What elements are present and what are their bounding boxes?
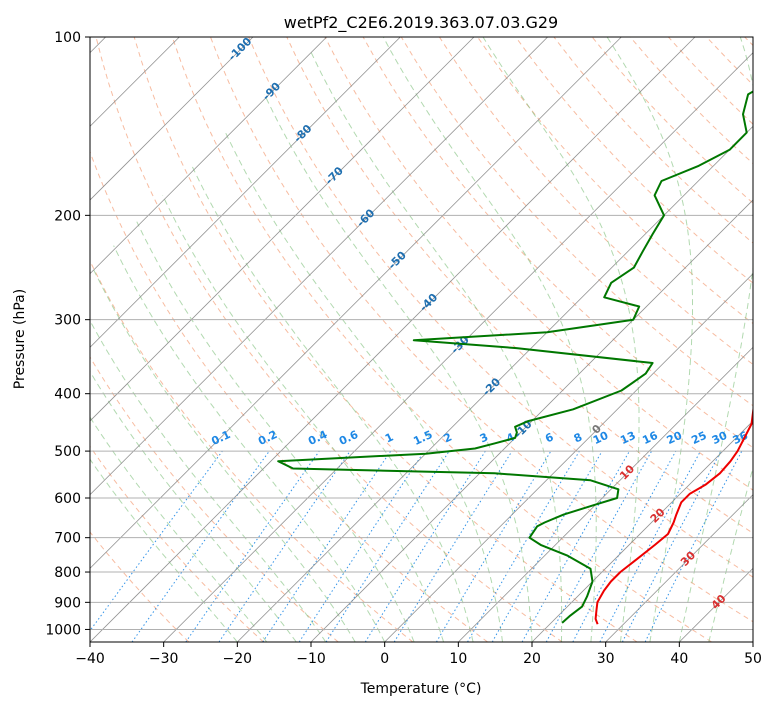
y-tick-label: 700 (54, 531, 81, 547)
x-axis: −40 −30 −20 −10 0 10 20 30 40 50 (75, 642, 762, 667)
mixing-ratio-line (218, 450, 351, 642)
x-tick-label: 0 (380, 651, 389, 667)
x-tick-label: 10 (449, 651, 467, 667)
mixing-ratio-line (521, 450, 630, 642)
isotherm (90, 37, 696, 642)
moist-adiabat (162, 195, 445, 642)
dry-adiabat (400, 37, 753, 407)
chart-title: wetPf2_C2E6.2019.363.07.03.G29 (284, 13, 558, 33)
reference-lines (90, 37, 753, 642)
dry-adiabat (90, 531, 190, 642)
moist-adiabat (90, 319, 327, 642)
y-tick-label: 800 (54, 565, 81, 581)
mixing-ratio-line (644, 450, 743, 642)
moist-adiabat (92, 267, 356, 642)
dry-adiabat (90, 356, 339, 642)
y-tick-label: 200 (54, 208, 81, 224)
isotherm (163, 52, 753, 642)
sounding-lines (277, 90, 753, 625)
y-tick-label: 900 (54, 595, 81, 611)
moist-adiabat (678, 37, 753, 642)
dry-adiabat (171, 37, 712, 642)
moist-adiabat (606, 37, 693, 642)
x-tick-label: 20 (523, 651, 541, 667)
x-axis-label: Temperature (°C) (360, 681, 482, 697)
grid (90, 37, 753, 630)
moist-adiabat (482, 37, 640, 642)
moist-adiabat (708, 465, 753, 642)
moist-adiabat (136, 221, 415, 642)
x-tick-label: 40 (670, 651, 688, 667)
isotherm (90, 37, 548, 496)
plot-frame (89, 36, 754, 643)
mixing-ratio-label: 20 (665, 429, 685, 447)
dry-adiabat (133, 37, 638, 642)
mixing-ratio-line (545, 450, 653, 642)
y-tick-label: 1000 (45, 622, 81, 638)
mixing-ratio-line (298, 450, 425, 642)
mixing-ratio-label: 30 (710, 429, 730, 447)
mixing-ratio-line (393, 450, 513, 642)
y-tick-label: 100 (54, 30, 81, 46)
dry-adiabat (90, 150, 488, 642)
y-tick-label: 300 (54, 313, 81, 329)
mixing-ratio-label: 10 (591, 429, 611, 447)
isotherm (90, 37, 327, 275)
y-tick-label: 600 (54, 491, 81, 507)
isotherm (90, 37, 401, 348)
dry-adiabat (210, 37, 753, 623)
moist-adiabat (90, 416, 268, 642)
isotherm (90, 37, 622, 569)
x-tick-label: −30 (149, 651, 179, 667)
isotherm (90, 37, 254, 201)
mixing-ratio-label: 13 (618, 429, 637, 447)
mixing-ratio-label: 36 (731, 429, 751, 447)
moist-adiabat (90, 458, 238, 642)
y-tick-label: 400 (54, 387, 81, 403)
mixing-ratio-line (262, 450, 392, 642)
isotherm (531, 420, 753, 642)
dry-adiabat (438, 37, 753, 366)
moist-adiabat (113, 245, 386, 642)
isotherm (458, 346, 753, 642)
isotherm (605, 494, 753, 642)
dry-adiabat (95, 37, 563, 642)
x-tick-label: −20 (223, 651, 253, 667)
moist-adiabat (309, 49, 563, 642)
dry-adiabat (90, 445, 264, 642)
x-tick-label: 30 (597, 651, 615, 667)
mixing-ratio-line (572, 450, 677, 642)
isotherm (90, 37, 475, 422)
mixing-ratio-line (325, 450, 450, 642)
mixing-ratio-line (185, 450, 320, 642)
x-tick-label: −40 (75, 651, 105, 667)
isotherm (310, 199, 753, 642)
y-axis-label: Pressure (hPa) (12, 289, 28, 389)
moist-adiabat (382, 37, 597, 642)
mixing-ratio-label: 16 (640, 429, 660, 447)
y-axis: 100 200 300 400 500 600 700 800 900 1000 (45, 30, 90, 638)
moist-adiabat (263, 94, 533, 642)
dry-adiabat (515, 37, 753, 284)
x-tick-label: 50 (744, 651, 762, 667)
x-tick-label: −10 (296, 651, 326, 667)
moist-adiabat (191, 165, 474, 642)
mixing-ratio-line (90, 450, 223, 632)
mixing-ratio-line (131, 450, 270, 642)
isotherm (384, 273, 753, 642)
temperature-line (594, 404, 753, 625)
dewpoint-line (277, 90, 753, 624)
y-tick-label: 500 (54, 444, 81, 460)
mixing-ratio-label: 25 (689, 429, 708, 447)
dry-adiabat (248, 37, 753, 578)
